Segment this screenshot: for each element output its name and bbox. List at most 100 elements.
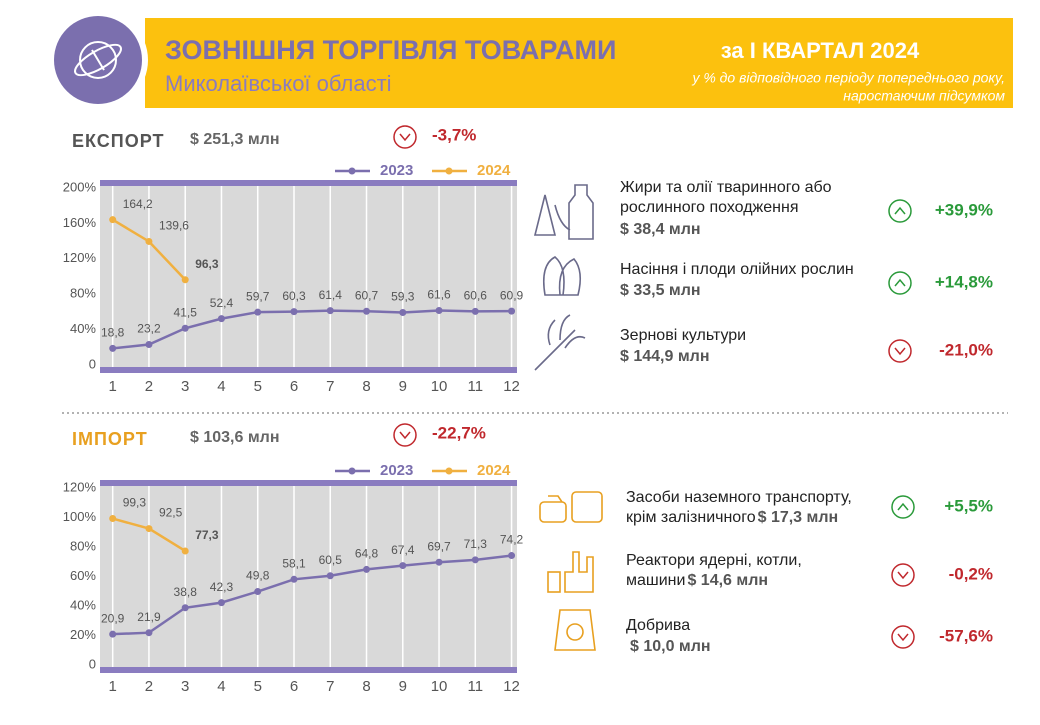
item-name: Зернові культури <box>620 327 746 344</box>
legend-label: 2024 <box>477 462 511 479</box>
item-change: -57,6% <box>939 626 993 645</box>
data-label: 60,5 <box>319 553 343 567</box>
y-tick-label: 80% <box>70 286 96 301</box>
plot-background <box>100 180 517 373</box>
item-value: $ 38,4 млн <box>620 221 701 238</box>
x-tick-label: 7 <box>326 678 334 695</box>
plot-background <box>100 480 517 673</box>
point <box>435 558 443 566</box>
point <box>181 324 189 332</box>
data-label: 92,5 <box>159 506 183 520</box>
item-name: рослинного походження <box>620 199 799 216</box>
change-icon <box>393 423 417 447</box>
data-label: 21,9 <box>137 610 161 624</box>
data-label: 42,3 <box>210 580 234 594</box>
point <box>508 552 516 560</box>
y-tick-label: 160% <box>63 215 97 230</box>
point <box>399 309 407 317</box>
x-tick-label: 5 <box>254 378 262 395</box>
x-tick-label: 12 <box>503 678 520 695</box>
x-tick-label: 6 <box>290 378 298 395</box>
period: за І КВАРТАЛ 2024 <box>721 38 920 63</box>
item-name: Насіння і плоди олійних рослин <box>620 261 854 278</box>
data-label: 59,7 <box>246 289 270 303</box>
point <box>109 515 117 523</box>
point <box>254 308 262 316</box>
item-value: $ 144,9 млн <box>620 348 710 365</box>
plot-bottom-bar <box>100 667 517 673</box>
data-label: 64,8 <box>355 547 379 561</box>
y-tick-label: 80% <box>70 538 96 553</box>
y-tick-label: 0 <box>89 656 96 671</box>
data-label: 23,2 <box>137 322 161 336</box>
x-tick-label: 4 <box>217 678 225 695</box>
data-label: 139,6 <box>159 219 189 233</box>
item-name: крім залізничного <box>626 509 756 526</box>
icons <box>533 184 594 371</box>
legend-dot <box>348 467 356 475</box>
point <box>145 525 153 533</box>
x-tick-label: 11 <box>468 678 484 695</box>
change-icon <box>888 199 912 223</box>
point <box>217 599 225 607</box>
data-label: 20,9 <box>101 611 125 625</box>
legend-dot <box>348 167 356 175</box>
point <box>363 565 371 573</box>
point <box>326 572 334 580</box>
change-icon <box>393 125 417 149</box>
item-name: Реактори ядерні, котли, <box>626 552 802 569</box>
item-name: Добрива <box>626 617 690 634</box>
x-tick-label: 6 <box>290 678 298 695</box>
data-label: 96,3 <box>195 257 219 271</box>
change-arrow <box>894 206 906 215</box>
logo-globe <box>74 41 122 79</box>
section-change: -22,7% <box>432 423 486 442</box>
point <box>109 344 117 352</box>
section-label: ІМПОРТ <box>72 429 148 449</box>
data-label: 60,6 <box>464 289 488 303</box>
item-name: Засоби наземного транспорту, <box>626 489 852 506</box>
title: ЗОВНІШНЯ ТОРГІВЛЯ ТОВАРАМИ <box>165 35 616 65</box>
series-line <box>112 554 512 636</box>
item-change: +5,5% <box>944 496 993 515</box>
plot-bottom-bar <box>100 367 517 373</box>
point <box>363 307 371 315</box>
y-tick-label: 200% <box>63 179 97 194</box>
y-tick-label: 40% <box>70 321 96 336</box>
point <box>181 276 189 284</box>
x-tick-label: 7 <box>326 378 334 395</box>
x-tick-label: 3 <box>181 378 189 395</box>
y-tick-label: 20% <box>70 627 96 642</box>
x-tick-label: 10 <box>431 378 448 395</box>
x-tick-label: 5 <box>254 678 262 695</box>
item-value: $ 10,0 млн <box>630 638 711 655</box>
item-change: -0,2% <box>949 564 993 583</box>
data-label: 58,1 <box>282 556 306 570</box>
legend-label: 2024 <box>477 162 511 179</box>
point <box>471 307 479 315</box>
y-tick-label: 0 <box>89 356 96 371</box>
item-name: машини <box>626 572 685 589</box>
data-label: 77,3 <box>195 528 219 542</box>
subtitle: Миколаївської області <box>165 71 392 96</box>
y-tick-label: 100% <box>63 509 97 524</box>
data-label: 67,4 <box>391 543 415 557</box>
legend-label: 2023 <box>380 162 413 179</box>
point <box>217 315 225 323</box>
data-label: 49,8 <box>246 569 270 583</box>
item-value: $ 14,6 млн <box>687 572 768 589</box>
point <box>508 307 516 315</box>
change-arrow <box>894 347 906 356</box>
x-tick-label: 8 <box>362 378 370 395</box>
x-tick-label: 1 <box>109 678 117 695</box>
data-label: 60,3 <box>282 289 306 303</box>
data-label: 18,8 <box>101 326 125 340</box>
point <box>181 604 189 612</box>
data-label: 60,7 <box>355 288 379 302</box>
point <box>254 588 262 596</box>
item-change: +14,8% <box>935 272 993 291</box>
item-change: -21,0% <box>939 340 993 359</box>
item-value: $ 17,3 млн <box>758 509 839 526</box>
